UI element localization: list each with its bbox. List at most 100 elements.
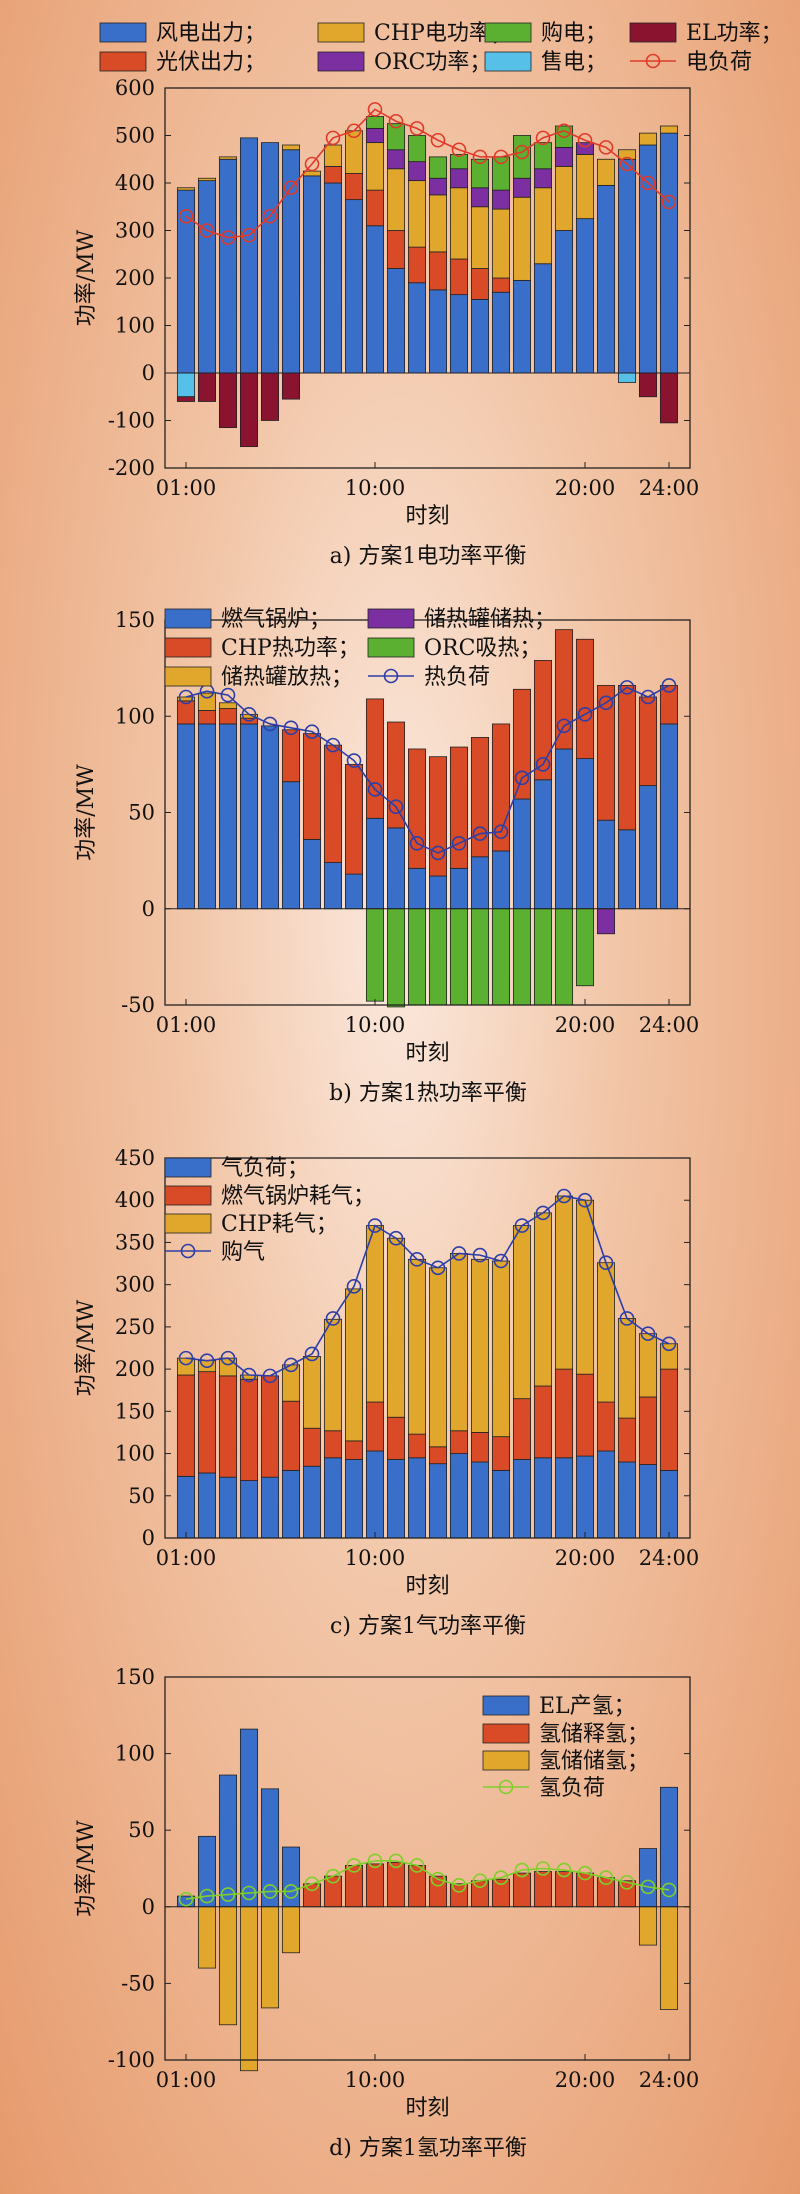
bar-1-8 xyxy=(344,763,364,875)
line-point-5 xyxy=(283,180,299,196)
y-axis-label: 功率/MW xyxy=(74,229,99,326)
y-tick-label-0: -50 xyxy=(121,993,155,1017)
bar-1-9 xyxy=(365,698,385,819)
bar-1-12 xyxy=(428,251,448,291)
bar-3-17 xyxy=(533,168,553,189)
chart-caption: c) 方案1气功率平衡 xyxy=(330,1614,526,1639)
bar-2-14 xyxy=(470,206,490,269)
legend-label-0: 风电出力； xyxy=(156,21,266,46)
neg-bar-0-4 xyxy=(260,1906,280,2009)
line-point-3 xyxy=(241,707,257,722)
line-point-11 xyxy=(409,1858,425,1873)
bar-1-9 xyxy=(365,1863,385,1908)
line-point-20 xyxy=(598,1255,614,1271)
legend-swatch-2 xyxy=(484,22,532,43)
x-axis-label: 时刻 xyxy=(405,504,449,529)
bar-0-1 xyxy=(197,1472,217,1539)
bar-3-15 xyxy=(491,189,511,210)
chart-panel-a: -200 -100 0 100 200 300 400 500 600 01:00 10:00 20:… xyxy=(74,21,783,569)
bar-2-10 xyxy=(386,168,406,231)
bar-2-17 xyxy=(533,1212,553,1387)
y-tick-label-8: 600 xyxy=(115,76,155,100)
bar-0-9 xyxy=(365,817,385,910)
x-tick-label-1: 10:00 xyxy=(345,476,406,500)
bar-0-7 xyxy=(323,862,343,910)
chart-caption: d) 方案1氢功率平衡 xyxy=(329,2136,527,2161)
line-point-3 xyxy=(241,1885,257,1901)
y-tick-label-1: 0 xyxy=(142,897,155,921)
line-point-13 xyxy=(451,1246,467,1261)
legend-swatch-4 xyxy=(164,666,212,687)
bar-0-18 xyxy=(554,230,574,374)
y-tick-label-2: 100 xyxy=(115,1442,155,1466)
line-point-10 xyxy=(388,113,404,129)
bar-2-17 xyxy=(533,187,553,265)
bar-0-23 xyxy=(659,132,679,374)
bar-1-22 xyxy=(638,1396,658,1465)
neg-bar-0-14 xyxy=(470,908,490,1006)
line-point-22 xyxy=(640,1326,656,1341)
bar-2-16 xyxy=(512,1225,532,1400)
line-point-4 xyxy=(262,208,278,224)
line-point-22 xyxy=(640,689,656,705)
legend-marker-5 xyxy=(383,668,399,684)
bar-2-9 xyxy=(365,1225,385,1403)
bar-1-14 xyxy=(470,268,490,300)
bar-0-16 xyxy=(512,798,532,910)
bar-0-0 xyxy=(176,1475,196,1539)
bar-0-1 xyxy=(197,180,217,374)
bar-3-9 xyxy=(365,127,385,144)
line-point-2 xyxy=(220,687,236,703)
bar-0-7 xyxy=(323,1457,343,1539)
line-point-18 xyxy=(556,718,572,734)
bar-2-12 xyxy=(428,194,448,253)
bar-0-20 xyxy=(596,819,616,910)
bar-2-10 xyxy=(386,1237,406,1418)
line-point-1 xyxy=(199,1888,215,1904)
legend-swatch-0 xyxy=(164,608,212,629)
x-axis-label: 时刻 xyxy=(405,1574,449,1599)
bar-1-3 xyxy=(239,1378,259,1481)
bar-0-4 xyxy=(260,725,280,910)
bar-2-15 xyxy=(491,208,511,279)
line-point-23 xyxy=(661,678,677,693)
legend-swatch-2 xyxy=(164,637,212,658)
line-point-10 xyxy=(388,1230,404,1246)
bar-0-9 xyxy=(365,1450,385,1539)
bar-4-16 xyxy=(512,135,532,179)
neg-bar-1-0 xyxy=(176,396,196,402)
bar-2-6 xyxy=(302,1356,322,1429)
series-line xyxy=(185,1195,670,1377)
x-tick-label-3: 24:00 xyxy=(639,1546,700,1570)
neg-bar-1-20 xyxy=(596,908,616,935)
bar-3-13 xyxy=(449,168,469,189)
bar-4-14 xyxy=(470,158,490,189)
line-point-13 xyxy=(451,1878,467,1893)
x-tick-label-0: 01:00 xyxy=(156,476,217,500)
bar-1-20 xyxy=(596,1877,616,1908)
legend-label-0: 气负荷； xyxy=(221,1156,309,1181)
bar-1-23 xyxy=(659,1368,679,1471)
bar-3-12 xyxy=(428,177,448,196)
bar-0-14 xyxy=(470,1461,490,1539)
bar-0-22 xyxy=(638,1464,658,1539)
neg-bar-0-12 xyxy=(428,908,448,1006)
y-axis-label: 功率/MW xyxy=(74,1820,99,1917)
bar-1-17 xyxy=(533,660,553,781)
line-point-9 xyxy=(367,102,383,117)
bar-1-5 xyxy=(281,729,301,783)
bar-1-9 xyxy=(365,189,385,227)
bar-2-1 xyxy=(197,692,217,711)
bar-1-4 xyxy=(260,1375,280,1478)
bar-1-18 xyxy=(554,629,574,750)
bar-1-10 xyxy=(386,230,406,269)
legend-label-2: CHP热功率； xyxy=(221,636,360,661)
bar-2-13 xyxy=(449,1253,469,1432)
bar-1-16 xyxy=(512,1398,532,1460)
bar-2-5 xyxy=(281,1364,301,1402)
bar-0-3 xyxy=(239,137,259,374)
bar-1-10 xyxy=(386,1416,406,1460)
line-point-4 xyxy=(262,716,278,732)
line-point-21 xyxy=(619,1874,635,1890)
legend-marker-3 xyxy=(498,1779,514,1795)
